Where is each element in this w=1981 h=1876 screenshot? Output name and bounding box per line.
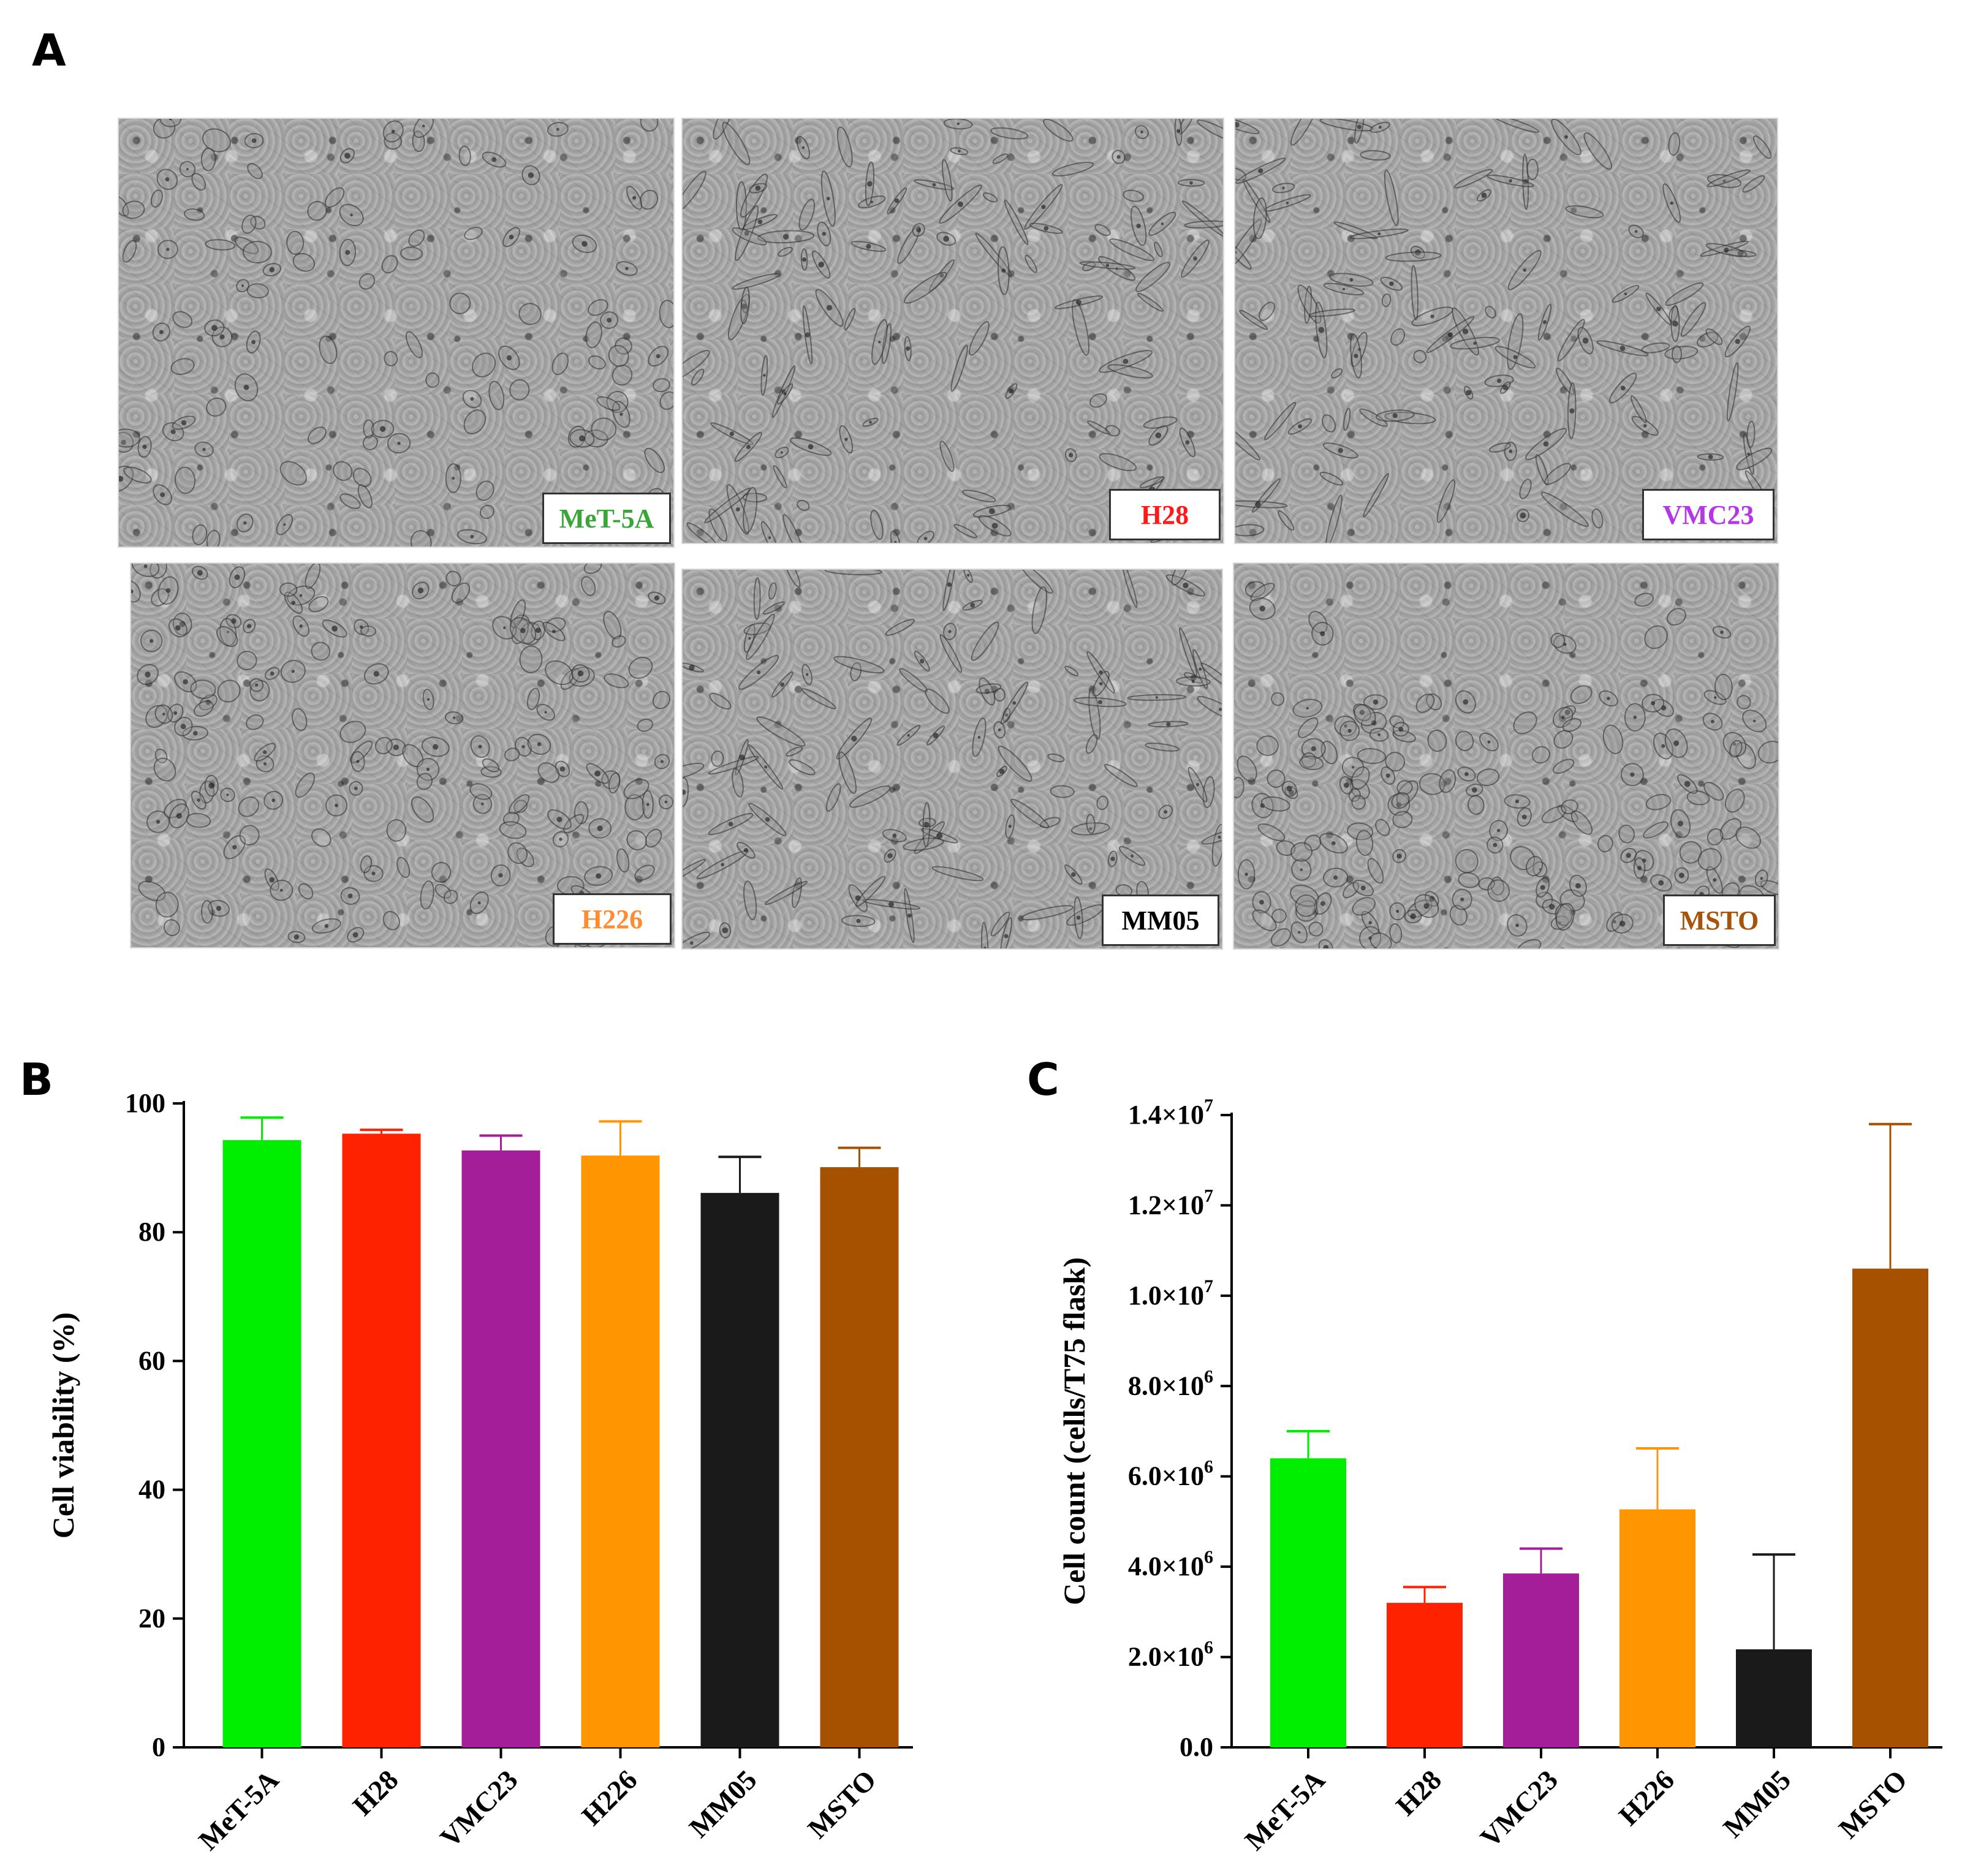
- y-tick-label: 2.0×106: [1128, 1638, 1213, 1672]
- micrograph-label: H28: [1109, 489, 1221, 540]
- y-tick-label: 1.4×107: [1128, 1095, 1213, 1130]
- micrograph-label: MeT-5A: [542, 493, 671, 544]
- y-tick-label: 0: [152, 1732, 165, 1762]
- bar-msto: [1852, 1268, 1928, 1747]
- cell-texture: [119, 119, 673, 547]
- x-tick-label: H28: [1390, 1764, 1447, 1821]
- bar-mm05: [1736, 1649, 1812, 1747]
- cell-texture: [1234, 581, 1778, 948]
- x-tick-label: VMC23: [434, 1764, 523, 1853]
- y-tick-label: 8.0×106: [1128, 1366, 1213, 1401]
- bar-mm05: [700, 1193, 779, 1747]
- micrograph-vmc23: VMC23: [1234, 118, 1778, 544]
- x-tick-label: MeT-5A: [1239, 1764, 1331, 1856]
- micrograph-label: VMC23: [1642, 489, 1775, 540]
- micrograph-h28: H28: [681, 118, 1224, 544]
- micrograph-label: MM05: [1102, 895, 1219, 946]
- micrograph-mm05: MM05: [681, 569, 1223, 950]
- x-tick-label: H226: [1613, 1764, 1680, 1831]
- cell-texture: [683, 119, 1223, 543]
- micrograph-met-5a: MeT-5A: [118, 118, 675, 548]
- cell-texture: [683, 570, 1222, 948]
- bar-met-5a: [1270, 1458, 1346, 1747]
- x-tick-label: VMC23: [1474, 1764, 1564, 1853]
- micrograph-msto: MSTO: [1233, 562, 1779, 950]
- x-tick-label: MM05: [683, 1764, 763, 1844]
- micrograph-label: MSTO: [1663, 895, 1776, 946]
- cell-texture: [131, 564, 673, 947]
- bar-msto: [820, 1167, 899, 1747]
- y-tick-label: 20: [138, 1603, 165, 1633]
- viability-bar-chart: 0 20 40 60 80 100 Cell viability (%) MeT-5A H28 V…: [46, 1088, 913, 1856]
- cell-count-bar-chart: 0.0 2.0×106 4.0×106 6.0×106 8.0×106 1.0×107 1.…: [1057, 1095, 1942, 1856]
- y-tick-label: 6.0×106: [1128, 1457, 1213, 1491]
- bar-h28: [1387, 1603, 1463, 1747]
- panel-letter-b: B: [20, 1054, 53, 1105]
- x-tick-label: H226: [575, 1764, 643, 1831]
- bar-h226: [1619, 1509, 1695, 1747]
- x-tick-label: MM05: [1717, 1764, 1797, 1844]
- x-tick-label: MeT-5A: [192, 1764, 285, 1856]
- micrograph-label: H226: [553, 893, 672, 945]
- y-tick-label: 4.0×106: [1128, 1547, 1213, 1581]
- y-tick-label: 60: [138, 1345, 165, 1375]
- y-tick-label: 1.0×107: [1128, 1276, 1213, 1311]
- bar-vmc23: [461, 1150, 540, 1747]
- x-tick-label: MSTO: [1833, 1764, 1913, 1844]
- y-tick-label: 80: [138, 1217, 165, 1247]
- y-tick-label: 40: [138, 1475, 165, 1505]
- bar-h226: [581, 1155, 660, 1747]
- y-tick-label: 100: [125, 1088, 165, 1118]
- y-axis-label: Cell count (cells/T75 flask): [1057, 1257, 1091, 1605]
- y-tick-label: 0.0: [1180, 1732, 1213, 1762]
- axes: 0.0 2.0×106 4.0×106 6.0×106 8.0×106 1.0×107 1.…: [1128, 1095, 1942, 1762]
- y-axis-label: Cell viability (%): [46, 1312, 80, 1538]
- panel-letter-c: C: [1027, 1054, 1059, 1105]
- cell-texture: [1235, 119, 1773, 543]
- bar-vmc23: [1503, 1573, 1579, 1747]
- y-tick-label: 1.2×107: [1128, 1186, 1213, 1220]
- micrograph-h226: H226: [130, 562, 675, 948]
- axes: 0 20 40 60 80 100: [125, 1088, 913, 1762]
- x-tick-label: H28: [347, 1764, 404, 1821]
- panel-letter-a: A: [32, 25, 66, 76]
- x-tick-label: MSTO: [801, 1764, 882, 1844]
- bar-met-5a: [222, 1140, 301, 1747]
- bar-h28: [342, 1133, 421, 1747]
